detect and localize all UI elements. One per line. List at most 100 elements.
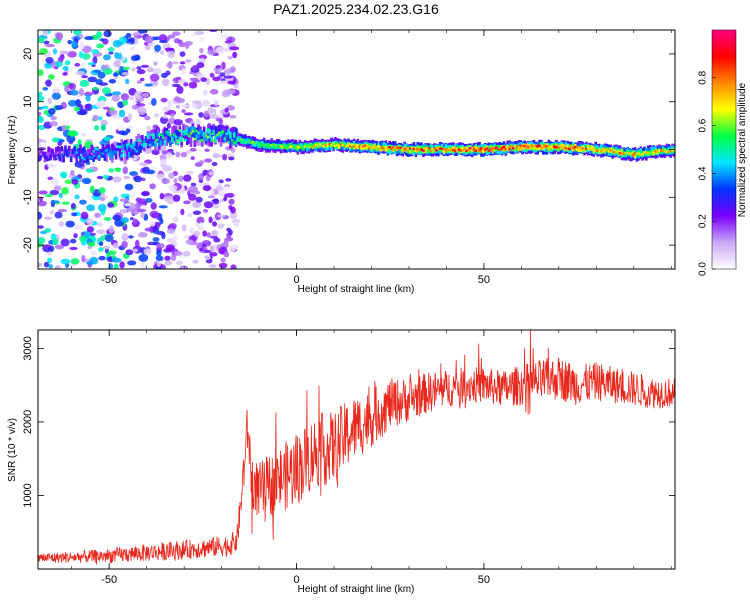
- spectrogram-noise-cell: [132, 218, 138, 225]
- spectrogram-ridge-cell: [322, 141, 326, 148]
- spectrogram-noise-cell: [180, 208, 185, 216]
- spectrogram-ridge-cell: [392, 146, 395, 149]
- spectrogram-noise-cell: [208, 264, 217, 268]
- spectrogram-ridge-cell: [122, 150, 125, 153]
- y-tick-label: 0: [22, 146, 34, 152]
- spectrogram-noise-cell: [107, 250, 117, 256]
- spectrogram-ridge-cell: [277, 145, 281, 148]
- spectrogram-ridge-cell: [221, 133, 225, 143]
- spectrogram-ridge-cell: [429, 149, 433, 152]
- spectrogram-noise-cell: [206, 232, 212, 238]
- spectrogram-ridge-cell: [146, 133, 150, 137]
- spectrogram-ridge-cell: [442, 147, 446, 151]
- spectrogram-ridge-cell: [124, 154, 127, 157]
- spectrogram-ridge-cell: [390, 147, 393, 150]
- colorbar: 0.0 0.2 0.4 0.6 0.8 Normalized spectral ampl…: [698, 29, 748, 276]
- spectrogram-noise-cell: [45, 44, 55, 48]
- spectrogram-ridge-cell: [47, 146, 50, 152]
- spectrogram-ridge-cell: [60, 146, 64, 152]
- spectrogram-noise-cell: [38, 69, 44, 77]
- spectrogram-noise-cell: [81, 177, 92, 185]
- spectrogram-ridge-cell: [99, 152, 103, 155]
- spectrogram-noise-cell: [155, 266, 162, 269]
- spectrogram-ridge-cell: [240, 138, 243, 141]
- spectrogram-ridge-cell: [352, 145, 356, 148]
- spectrogram-noise-cell: [145, 197, 153, 203]
- spectrogram-ridge-cell: [384, 147, 388, 150]
- spectrogram-ridge-cell: [586, 147, 590, 151]
- spectrogram-noise-cell: [98, 187, 106, 194]
- spectrogram-ridge-cell: [101, 152, 105, 158]
- spectrogram-noise-cell: [161, 178, 171, 185]
- spectrogram-ridge-cell: [141, 143, 144, 146]
- spectrogram-ridge-cell: [371, 146, 375, 150]
- spectrogram-noise-cell: [199, 47, 204, 54]
- spectrogram-ridge-cell: [375, 145, 378, 148]
- spectrogram-ridge-cell: [56, 146, 60, 152]
- spectrogram-noise-cell: [122, 43, 131, 47]
- spectrogram-ridge-cell: [111, 143, 114, 153]
- spectrogram-ridge-cell: [382, 147, 386, 150]
- spectrogram-ridge-cell: [71, 148, 75, 154]
- spectrogram-noise-cell: [203, 255, 211, 261]
- spectrogram-noise-cell: [136, 66, 142, 70]
- spectrogram-ridge-cell: [154, 129, 157, 139]
- spectrogram-ridge-cell: [193, 132, 197, 142]
- spectrogram-ridge-cell: [513, 145, 517, 148]
- spectrogram-noise-cell: [192, 64, 198, 71]
- spectrogram-ridge-cell: [661, 149, 665, 152]
- spectrogram-ridge-cell: [73, 148, 77, 151]
- spectrogram-noise-cell: [176, 85, 184, 94]
- spectrogram-noise-cell: [227, 55, 233, 60]
- spectrogram-ridge-cell: [457, 148, 461, 151]
- spectrogram-ridge-cell: [643, 151, 646, 157]
- spectrogram-ridge-cell: [403, 147, 406, 151]
- spectrogram-noise-cell: [141, 177, 146, 182]
- spectrogram-ridge-cell: [109, 149, 112, 155]
- spectrogram-ridge-cell: [120, 139, 124, 152]
- spectrogram-ridge-cell: [530, 144, 534, 148]
- spectrogram-ridge-cell: [506, 145, 509, 151]
- spectrogram-noise-cell: [202, 89, 208, 96]
- spectrogram-noise-cell: [216, 46, 226, 54]
- spectrogram-ridge-cell: [431, 147, 435, 154]
- spectrogram-noise-cell: [104, 234, 114, 243]
- spectrogram-ridge-cell: [66, 149, 69, 155]
- spectrogram-noise-cell: [112, 242, 119, 249]
- spectrogram-ridge-cell: [105, 149, 109, 152]
- spectrogram-noise-cell: [228, 198, 235, 205]
- spectrogram-noise-cell: [204, 158, 213, 163]
- spectrogram-noise-cell: [189, 227, 195, 235]
- spectrogram-noise-cell: [119, 198, 129, 202]
- spectrogram-ridge-cell: [459, 149, 463, 152]
- spectrogram-ridge-cell: [118, 145, 122, 149]
- spectrogram-ridge-cell: [159, 133, 163, 142]
- spectrogram-noise-cell: [208, 171, 214, 176]
- spectrogram-ridge-cell: [199, 129, 202, 135]
- spectrogram-noise-cell: [160, 264, 166, 269]
- spectrogram-noise-cell: [39, 48, 48, 55]
- spectrogram-noise-cell: [71, 40, 78, 48]
- spectrogram-noise-cell: [89, 185, 95, 194]
- spectrogram-noise-cell: [69, 89, 79, 96]
- spectrogram-noise-cell: [100, 235, 106, 241]
- spectrogram-ridge-cell: [287, 145, 290, 148]
- spectrogram-ridge-cell: [480, 147, 483, 150]
- spectrogram-ridge-cell: [86, 155, 90, 158]
- spectrogram-noise-cell: [172, 216, 179, 223]
- spectrogram-noise-cell: [102, 87, 111, 95]
- spectrogram-noise-cell: [102, 174, 109, 180]
- spectrogram-noise-cell: [201, 101, 211, 107]
- spectrogram-ridge-cell: [476, 147, 480, 150]
- spectrogram-noise-cell: [81, 61, 86, 70]
- spectrogram-ridge-cell: [176, 129, 180, 139]
- spectrogram-noise-cell: [218, 179, 224, 184]
- spectrogram-noise-cell: [55, 32, 64, 41]
- spectrogram-ridge-cell: [519, 144, 523, 148]
- spectrogram-ridge-cell: [84, 155, 88, 158]
- colorbar-bar: [712, 30, 736, 269]
- spectrogram-ridge-cell: [137, 147, 140, 154]
- spectrogram-ridge-cell: [245, 140, 249, 144]
- spectrogram-noise-cell: [166, 228, 176, 235]
